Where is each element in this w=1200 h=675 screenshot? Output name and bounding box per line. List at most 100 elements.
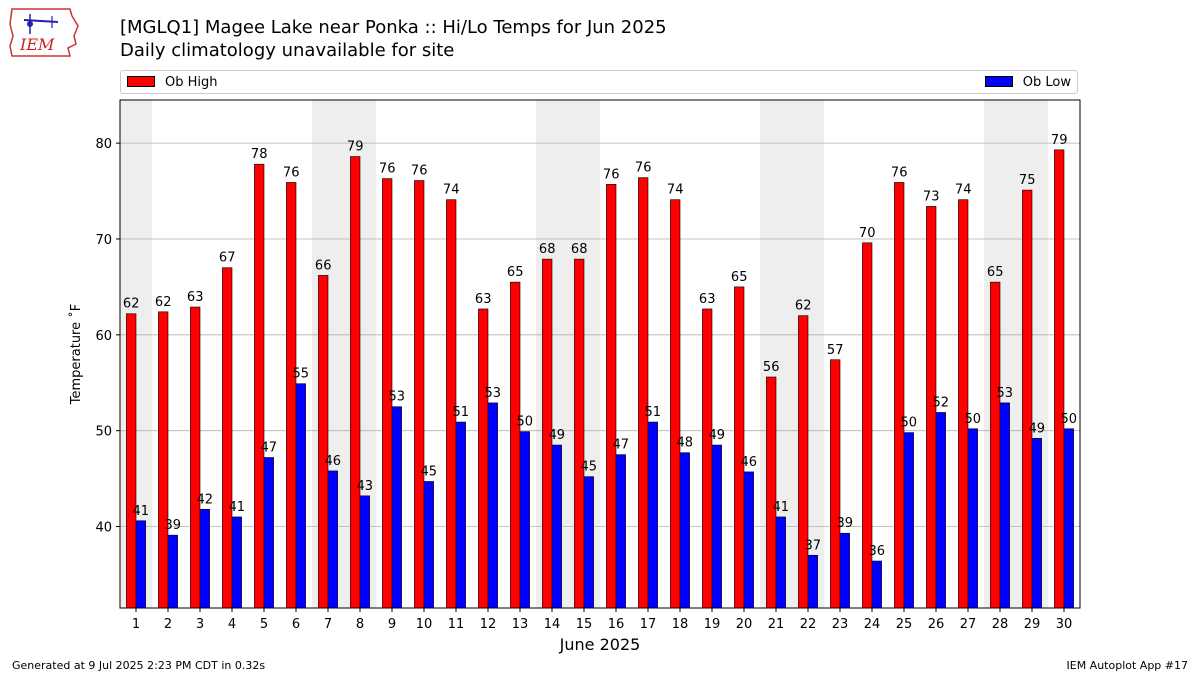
data-label-high: 79 bbox=[1051, 133, 1068, 148]
bar-low bbox=[935, 412, 946, 609]
legend-swatch-high bbox=[127, 76, 155, 87]
bar-low bbox=[679, 452, 690, 609]
data-label-high: 65 bbox=[731, 270, 748, 285]
data-label-high: 76 bbox=[379, 162, 396, 177]
x-tick-label: 9 bbox=[388, 617, 396, 632]
data-label-low: 53 bbox=[485, 386, 502, 401]
data-label-high: 74 bbox=[955, 183, 972, 198]
data-label-low: 55 bbox=[293, 367, 310, 382]
x-tick-label: 28 bbox=[992, 617, 1009, 632]
data-label-high: 76 bbox=[411, 164, 428, 179]
x-tick-label: 30 bbox=[1056, 617, 1073, 632]
bar-high bbox=[254, 163, 265, 609]
bar-high bbox=[734, 286, 745, 609]
chart-title: [MGLQ1] Magee Lake near Ponka :: Hi/Lo T… bbox=[120, 17, 667, 38]
bar-high bbox=[798, 315, 809, 609]
x-tick-label: 22 bbox=[800, 617, 817, 632]
data-label-low: 49 bbox=[709, 428, 726, 443]
x-tick-label: 19 bbox=[704, 617, 721, 632]
x-tick-label: 26 bbox=[928, 617, 945, 632]
x-tick-label: 24 bbox=[864, 617, 881, 632]
bar-high bbox=[510, 281, 521, 609]
x-tick-label: 10 bbox=[416, 617, 433, 632]
data-label-low: 50 bbox=[517, 415, 534, 430]
x-tick-label: 25 bbox=[896, 617, 913, 632]
data-label-low: 41 bbox=[229, 500, 246, 515]
x-tick-label: 4 bbox=[228, 617, 236, 632]
legend-swatch-low bbox=[984, 76, 1013, 87]
x-tick-label: 17 bbox=[640, 617, 657, 632]
x-tick-label: 14 bbox=[544, 617, 561, 632]
data-label-low: 39 bbox=[165, 518, 182, 533]
x-tick-label: 18 bbox=[672, 617, 689, 632]
data-label-low: 51 bbox=[645, 405, 662, 420]
data-label-high: 63 bbox=[475, 292, 492, 307]
data-label-high: 74 bbox=[443, 183, 460, 198]
x-tick-label: 11 bbox=[448, 617, 465, 632]
data-label-low: 45 bbox=[421, 464, 438, 479]
data-label-low: 49 bbox=[1029, 421, 1046, 436]
data-label-high: 63 bbox=[699, 292, 716, 307]
data-label-low: 49 bbox=[549, 428, 566, 443]
x-tick-label: 16 bbox=[608, 617, 625, 632]
data-label-high: 76 bbox=[283, 165, 300, 180]
data-label-low: 37 bbox=[805, 538, 822, 553]
x-tick-label: 13 bbox=[512, 617, 529, 632]
bar-high bbox=[1022, 189, 1033, 609]
bar-low bbox=[487, 402, 498, 609]
x-tick-label: 5 bbox=[260, 617, 268, 632]
bar-low bbox=[807, 554, 818, 609]
data-label-high: 70 bbox=[859, 226, 876, 241]
data-label-high: 66 bbox=[315, 258, 332, 273]
data-label-high: 73 bbox=[923, 189, 940, 204]
data-label-low: 42 bbox=[197, 492, 214, 507]
data-label-low: 47 bbox=[261, 441, 278, 456]
y-tick-label: 60 bbox=[95, 329, 112, 344]
bar-high bbox=[414, 180, 425, 609]
data-label-low: 36 bbox=[869, 544, 886, 559]
data-label-low: 53 bbox=[997, 386, 1014, 401]
legend-item-low: Ob Low bbox=[984, 75, 1071, 90]
bar-high bbox=[606, 184, 617, 609]
data-label-high: 65 bbox=[507, 265, 524, 280]
data-label-high: 76 bbox=[635, 161, 652, 176]
bar-low bbox=[999, 402, 1010, 609]
bar-low bbox=[519, 431, 530, 609]
data-label-high: 65 bbox=[987, 265, 1004, 280]
bar-low bbox=[455, 421, 466, 609]
bar-high bbox=[318, 275, 329, 609]
data-label-high: 62 bbox=[155, 295, 172, 310]
data-label-low: 50 bbox=[1061, 412, 1078, 427]
data-label-high: 76 bbox=[891, 165, 908, 180]
bar-low bbox=[167, 534, 178, 609]
x-tick-label: 21 bbox=[768, 617, 785, 632]
x-tick-label: 7 bbox=[324, 617, 332, 632]
data-label-low: 51 bbox=[453, 405, 470, 420]
data-label-high: 67 bbox=[219, 251, 236, 266]
chart-subtitle: Daily climatology unavailable for site bbox=[120, 40, 455, 61]
data-label-high: 62 bbox=[123, 297, 140, 312]
x-tick-label: 29 bbox=[1024, 617, 1041, 632]
bar-high bbox=[158, 311, 169, 609]
data-label-high: 79 bbox=[347, 140, 364, 155]
bar-low bbox=[551, 444, 562, 609]
bar-low bbox=[583, 476, 594, 609]
bar-low bbox=[1063, 428, 1074, 609]
data-label-high: 75 bbox=[1019, 173, 1036, 188]
bar-low bbox=[199, 508, 210, 609]
data-label-low: 45 bbox=[581, 460, 598, 475]
x-tick-label: 8 bbox=[356, 617, 364, 632]
y-tick-label: 80 bbox=[95, 137, 112, 152]
y-tick-label: 50 bbox=[95, 425, 112, 440]
bar-high bbox=[702, 308, 713, 609]
footer-generated: Generated at 9 Jul 2025 2:23 PM CDT in 0… bbox=[12, 659, 266, 672]
data-label-high: 68 bbox=[571, 242, 588, 257]
bar-high bbox=[1054, 149, 1065, 609]
bar-high bbox=[638, 177, 649, 609]
bar-low bbox=[775, 516, 786, 609]
bar-high bbox=[766, 376, 777, 609]
x-tick-label: 12 bbox=[480, 617, 497, 632]
data-label-low: 48 bbox=[677, 436, 694, 451]
data-label-low: 41 bbox=[773, 500, 790, 515]
